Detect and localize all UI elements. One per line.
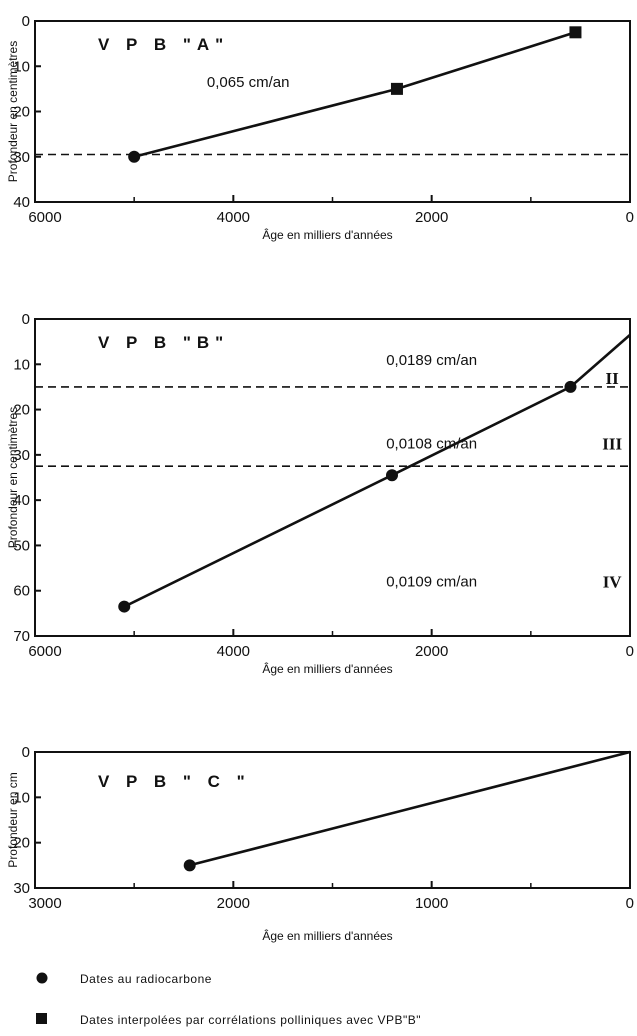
x-tick-label: 3000: [28, 895, 61, 912]
y-tick-label: 50: [13, 537, 30, 554]
data-line: [123, 333, 631, 608]
y-tick-label: 40: [13, 492, 30, 509]
x-tick-label: 2000: [415, 643, 448, 660]
x-tick-label: 2000: [217, 895, 250, 912]
y-tick-label: 10: [13, 58, 30, 75]
y-tick-label: 20: [13, 402, 30, 419]
x-tick-label: 6000: [28, 209, 61, 226]
legend-square-marker: [36, 1013, 47, 1024]
data-point-interpolated: [390, 82, 403, 95]
y-tick-label: 30: [13, 447, 30, 464]
zone-label: II: [606, 369, 620, 388]
y-tick-label: 0: [22, 744, 30, 761]
rate-annotation: 0,0109 cm/an: [386, 574, 477, 591]
zone-label: III: [602, 435, 622, 454]
y-tick-label: 30: [13, 149, 30, 166]
y-tick-label: 10: [13, 356, 30, 373]
x-axis-title: Âge en milliers d'années: [262, 661, 392, 676]
zone-label: IV: [603, 573, 623, 592]
y-tick-label: 0: [22, 311, 30, 328]
legend-circle-marker: [36, 972, 48, 984]
y-axis-title: Profondeur en cm: [6, 772, 20, 867]
x-tick-label: 4000: [217, 643, 250, 660]
rate-annotation: 0,0108 cm/an: [386, 436, 477, 453]
data-point-radiocarbon: [183, 859, 196, 872]
x-tick-label: 1000: [415, 895, 448, 912]
x-axis-title: Âge en milliers d'années: [262, 227, 392, 242]
y-tick-label: 20: [13, 104, 30, 121]
x-tick-label: 0: [626, 643, 634, 660]
y-tick-label: 0: [22, 13, 30, 30]
y-tick-label: 60: [13, 583, 30, 600]
x-tick-label: 0: [626, 209, 634, 226]
y-tick-label: 10: [13, 789, 30, 806]
x-tick-label: 2000: [415, 209, 448, 226]
legend-label: Dates au radiocarbone: [80, 972, 212, 986]
legend-label: Dates interpolées par corrélations polli…: [80, 1013, 421, 1027]
data-point-interpolated: [569, 26, 582, 39]
x-tick-label: 6000: [28, 643, 61, 660]
data-point-radiocarbon: [386, 469, 398, 482]
data-point-radiocarbon: [128, 150, 141, 163]
rate-annotation: 0,065 cm/an: [207, 74, 290, 91]
y-tick-label: 30: [13, 880, 30, 897]
data-point-radiocarbon: [118, 600, 131, 613]
y-tick-label: 20: [13, 835, 30, 852]
x-tick-label: 0: [626, 895, 634, 912]
panel-title: V P B "B": [98, 333, 229, 352]
x-tick-label: 4000: [217, 209, 250, 226]
x-axis-title: Âge en milliers d'années: [262, 928, 392, 943]
y-tick-label: 70: [13, 628, 30, 645]
data-line: [189, 750, 631, 867]
y-axis-title: Profondeur en centimètres: [6, 41, 20, 182]
panel-title: V P B "A": [98, 35, 229, 54]
rate-annotation: 0,0189 cm/an: [386, 352, 477, 369]
panel-title: V P B " C ": [98, 772, 251, 791]
y-tick-label: 40: [13, 194, 30, 211]
data-point-radiocarbon: [564, 380, 577, 393]
legend: Dates au radiocarbone Dates interpolées p…: [36, 972, 421, 1027]
y-axis-title: Profondeur en centimètres: [6, 407, 20, 548]
plot-frame: [34, 318, 631, 637]
